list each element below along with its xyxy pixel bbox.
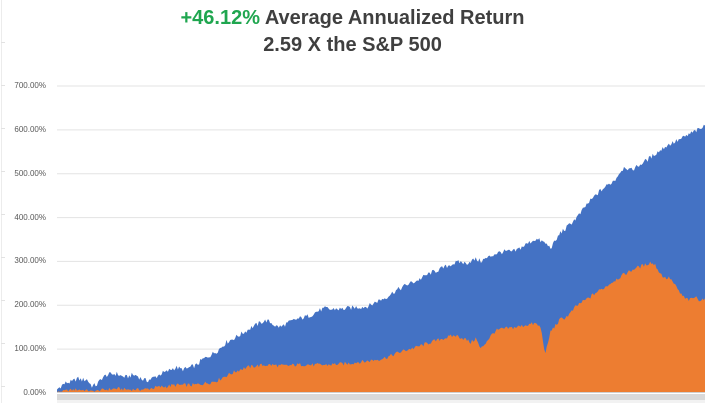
- y-axis-label: 300.00%: [14, 256, 46, 266]
- y-axis-label: 100.00%: [14, 344, 46, 354]
- y-axis-label: 0.00%: [23, 387, 46, 397]
- y-axis-label: 400.00%: [14, 212, 46, 222]
- y-axis-label: 700.00%: [14, 81, 46, 90]
- left-edge-tick-marks: [1, 0, 5, 403]
- orange-series-area: [57, 261, 705, 393]
- plot-area: [57, 85, 705, 393]
- y-axis: 700.00% 600.00% 500.00% 400.00% 300.00% 200.0…: [0, 0, 46, 403]
- title-line1: +46.12% Average Annualized Return: [0, 5, 705, 32]
- title-line2-multiple: 2.59 X the S&P 500: [263, 34, 442, 56]
- bottom-edge-strip: [57, 400, 705, 403]
- chart-title: +46.12% Average Annualized Return 2.59 X…: [0, 5, 705, 59]
- title-return-value: +46.12%: [180, 7, 260, 29]
- blue-series-area: [57, 124, 705, 393]
- bottom-axis-strip: [57, 394, 705, 400]
- y-axis-label: 600.00%: [14, 124, 46, 134]
- y-axis-label: 500.00%: [14, 168, 46, 178]
- title-return-label: Average Annualized Return: [260, 7, 525, 29]
- y-axis-label: 200.00%: [14, 300, 46, 310]
